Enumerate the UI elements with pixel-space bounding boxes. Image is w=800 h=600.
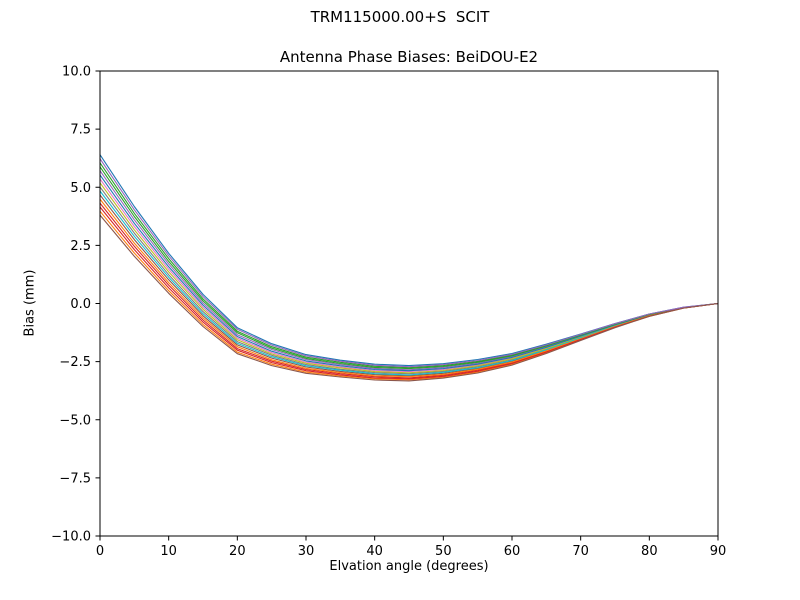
series-line-5 (99, 194, 719, 377)
series-line-8 (99, 182, 719, 374)
y-tick-label: −10.0 (51, 530, 91, 545)
series-line-11 (99, 198, 719, 378)
y-tick-label: 7.5 (70, 123, 91, 138)
series-line-9 (99, 190, 719, 376)
series-line-2 (99, 162, 719, 369)
series-line-14 (99, 158, 719, 368)
x-tick-label: 20 (229, 544, 246, 559)
y-tick-label: 10.0 (62, 65, 91, 80)
x-axis-label: Elvation angle (degrees) (329, 559, 489, 574)
y-tick-label: −2.5 (59, 355, 91, 370)
axes-title: Antenna Phase Biases: BeiDOU-E2 (279, 48, 539, 66)
x-tick-label: 80 (641, 544, 658, 559)
x-tick-label: 70 (572, 544, 589, 559)
x-tick-label: 0 (96, 544, 104, 559)
x-tick-label: 10 (160, 544, 177, 559)
x-tick-label: 50 (435, 544, 452, 559)
y-tick-label: −7.5 (59, 471, 91, 486)
series-line-6 (99, 178, 719, 373)
series-line-7 (99, 186, 719, 375)
x-tick-label: 30 (298, 544, 315, 559)
x-tick-label: 90 (710, 544, 727, 559)
series-line-15 (99, 214, 719, 382)
x-tick-label: 40 (366, 544, 383, 559)
figure-title: TRM115000.00+S SCIT (310, 8, 490, 26)
y-tick-label: 0.0 (70, 297, 91, 312)
x-tick-label: 60 (504, 544, 521, 559)
y-tick-label: 5.0 (70, 181, 91, 196)
y-axis-label: Bias (mm) (22, 269, 38, 337)
series-line-12 (99, 166, 719, 370)
series-line-0 (99, 154, 719, 367)
y-tick-label: 2.5 (70, 239, 91, 254)
series-line-10 (99, 174, 719, 372)
series-line-4 (99, 170, 719, 371)
y-tick-label: −5.0 (59, 413, 91, 428)
